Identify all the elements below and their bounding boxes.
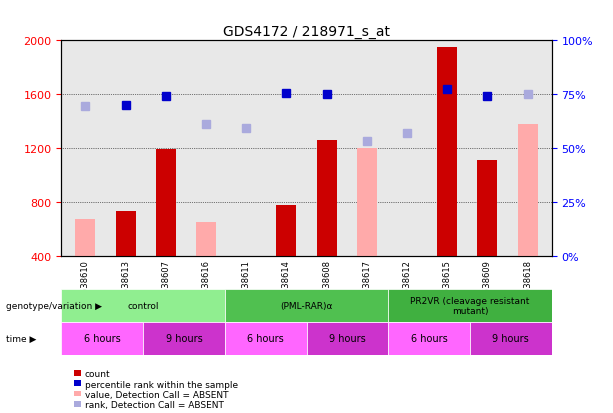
Bar bbox=[437, 48, 457, 256]
Text: GSM538608: GSM538608 bbox=[322, 259, 331, 310]
FancyBboxPatch shape bbox=[388, 322, 470, 355]
Text: genotype/variation ▶: genotype/variation ▶ bbox=[6, 301, 102, 310]
FancyBboxPatch shape bbox=[61, 289, 225, 322]
Text: GSM538614: GSM538614 bbox=[282, 259, 291, 310]
Text: GSM538612: GSM538612 bbox=[403, 259, 411, 310]
Text: GSM538618: GSM538618 bbox=[523, 259, 532, 310]
Bar bbox=[517, 124, 538, 256]
Text: 9 hours: 9 hours bbox=[492, 334, 529, 344]
Bar bbox=[397, 256, 417, 266]
Text: GSM538611: GSM538611 bbox=[242, 259, 251, 310]
FancyBboxPatch shape bbox=[225, 322, 306, 355]
Bar bbox=[156, 150, 176, 256]
Text: 6 hours: 6 hours bbox=[84, 334, 121, 344]
Text: GSM538607: GSM538607 bbox=[161, 259, 170, 310]
Text: 9 hours: 9 hours bbox=[329, 334, 366, 344]
Text: PR2VR (cleavage resistant
mutant): PR2VR (cleavage resistant mutant) bbox=[410, 296, 530, 315]
FancyBboxPatch shape bbox=[143, 322, 225, 355]
FancyBboxPatch shape bbox=[388, 289, 552, 322]
Text: GSM538609: GSM538609 bbox=[483, 259, 492, 310]
Bar bbox=[478, 161, 497, 256]
Text: value, Detection Call = ABSENT: value, Detection Call = ABSENT bbox=[85, 390, 228, 399]
Text: (PML-RAR)α: (PML-RAR)α bbox=[280, 301, 333, 310]
Text: 9 hours: 9 hours bbox=[166, 334, 202, 344]
Text: percentile rank within the sample: percentile rank within the sample bbox=[85, 380, 238, 389]
Bar bbox=[357, 149, 377, 256]
Text: GSM538617: GSM538617 bbox=[362, 259, 371, 310]
Text: 6 hours: 6 hours bbox=[247, 334, 284, 344]
Text: GSM538613: GSM538613 bbox=[121, 259, 130, 310]
Text: GSM538616: GSM538616 bbox=[202, 259, 210, 310]
Bar bbox=[116, 212, 135, 256]
Text: control: control bbox=[128, 301, 159, 310]
Text: time ▶: time ▶ bbox=[6, 334, 37, 343]
FancyBboxPatch shape bbox=[306, 322, 388, 355]
Bar bbox=[196, 223, 216, 256]
Text: GSM538615: GSM538615 bbox=[443, 259, 452, 310]
FancyBboxPatch shape bbox=[61, 322, 143, 355]
Bar bbox=[316, 140, 337, 256]
Bar bbox=[276, 205, 297, 256]
Text: 6 hours: 6 hours bbox=[411, 334, 447, 344]
Text: rank, Detection Call = ABSENT: rank, Detection Call = ABSENT bbox=[85, 400, 224, 409]
FancyBboxPatch shape bbox=[470, 322, 552, 355]
Bar bbox=[236, 256, 256, 263]
Bar bbox=[75, 220, 96, 256]
Text: GSM538610: GSM538610 bbox=[81, 259, 90, 310]
FancyBboxPatch shape bbox=[225, 289, 388, 322]
Text: count: count bbox=[85, 369, 110, 378]
Title: GDS4172 / 218971_s_at: GDS4172 / 218971_s_at bbox=[223, 25, 390, 39]
